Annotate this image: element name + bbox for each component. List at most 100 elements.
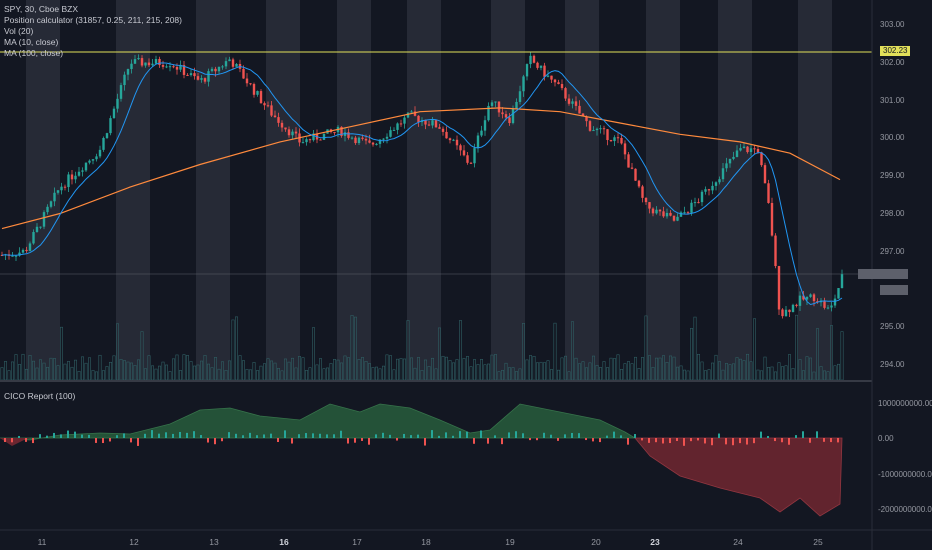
volume-bar <box>476 364 480 381</box>
candle-body <box>763 165 767 184</box>
candle-body <box>137 58 140 60</box>
volume-bar <box>4 361 8 381</box>
cico-bar <box>32 438 34 444</box>
candle-body <box>508 117 511 124</box>
candle-body <box>641 186 644 198</box>
cico-bar <box>809 438 811 443</box>
candle-body <box>126 69 130 75</box>
volume-bar <box>619 369 623 381</box>
volume-bar <box>84 362 88 381</box>
volume-bar <box>787 354 791 381</box>
candle-body <box>665 212 669 217</box>
candle-body <box>11 255 14 257</box>
candle-body <box>830 305 833 308</box>
volume-bar <box>186 355 190 381</box>
cico-legend[interactable]: CICO Report (100) <box>4 391 76 401</box>
candle-body <box>245 78 249 84</box>
cico-bar <box>312 433 314 438</box>
volume-bar <box>836 363 840 381</box>
candle-body <box>515 101 518 109</box>
symbol-title[interactable]: SPY, 30, Cboe BZX <box>4 4 79 14</box>
candle-body <box>637 180 641 187</box>
candle-body <box>249 83 252 85</box>
cico-bar <box>109 438 111 442</box>
cico-bar <box>515 431 517 438</box>
cico-bar <box>144 433 146 438</box>
candle-body <box>469 162 473 164</box>
cico-bar <box>298 434 300 438</box>
volume-bar <box>17 364 21 381</box>
price-label: 303.00 <box>880 20 905 29</box>
date-label: 20 <box>591 537 601 547</box>
candle-body <box>788 309 791 313</box>
cico-area <box>0 403 843 517</box>
cico-bar <box>452 435 454 438</box>
volume-bar <box>777 362 781 381</box>
cico-bar <box>445 432 447 438</box>
volume-bar <box>262 363 266 381</box>
cico-bar <box>67 430 69 438</box>
cico-bar <box>95 438 97 443</box>
candle-body <box>340 126 343 136</box>
candle-body <box>840 274 844 289</box>
date-label: 23 <box>650 537 660 547</box>
cico-bar <box>620 435 622 438</box>
candle-body <box>406 112 410 118</box>
indicator-position-calculator[interactable]: Position calculator (31857, 0.25, 211, 2… <box>4 15 182 25</box>
candle-body <box>525 64 529 77</box>
candle-body <box>354 137 357 144</box>
volume-bar <box>231 319 235 381</box>
cico-bar <box>543 432 545 438</box>
candle-body <box>490 102 494 106</box>
candle-body <box>312 133 315 141</box>
candle-body <box>224 61 228 67</box>
cico-bar <box>375 434 377 438</box>
candle-body <box>242 68 245 79</box>
session-band <box>718 0 752 380</box>
candle-body <box>683 212 686 214</box>
cico-label: 1000000000.00 <box>878 399 932 408</box>
session-band <box>266 0 300 380</box>
candle-body <box>679 212 683 217</box>
candle-body <box>438 127 441 129</box>
cico-bar <box>585 438 587 441</box>
indicator-ma100[interactable]: MA (100, close) <box>4 48 64 58</box>
volume-bar <box>483 364 487 381</box>
date-label: 25 <box>813 537 823 547</box>
volume-bar <box>332 358 336 381</box>
candle-body <box>273 115 277 118</box>
candle-body <box>364 138 368 141</box>
candle-body <box>557 82 560 85</box>
volume-bar <box>479 359 483 381</box>
volume-bar <box>689 328 693 381</box>
cico-bar <box>354 438 356 443</box>
candle-body <box>522 76 525 92</box>
volume-bar <box>249 369 253 381</box>
volume-bar <box>458 320 462 381</box>
cico-bar <box>137 438 139 446</box>
volume-bar <box>374 366 378 381</box>
last-price-tag <box>858 269 908 279</box>
candle-body <box>697 202 700 204</box>
candle-body <box>595 128 599 131</box>
candle-body <box>613 137 616 142</box>
session-band <box>337 0 371 380</box>
cico-bar <box>200 435 202 438</box>
cico-bar <box>571 432 573 438</box>
cico-bar <box>438 435 440 438</box>
indicator-ma10[interactable]: MA (10, close) <box>4 37 59 47</box>
date-label: 18 <box>421 537 431 547</box>
cico-bar <box>270 433 272 438</box>
date-label: 12 <box>129 537 139 547</box>
cico-bar <box>529 438 531 441</box>
candle-body <box>74 175 77 180</box>
candle-body <box>130 63 133 70</box>
candle-body <box>501 112 504 115</box>
candle-body <box>396 123 399 130</box>
indicator-volume[interactable]: Vol (20) <box>4 26 34 36</box>
candle-body <box>581 113 585 117</box>
candle-body <box>287 129 291 136</box>
volume-bar <box>98 354 102 381</box>
cico-bar <box>837 438 839 443</box>
